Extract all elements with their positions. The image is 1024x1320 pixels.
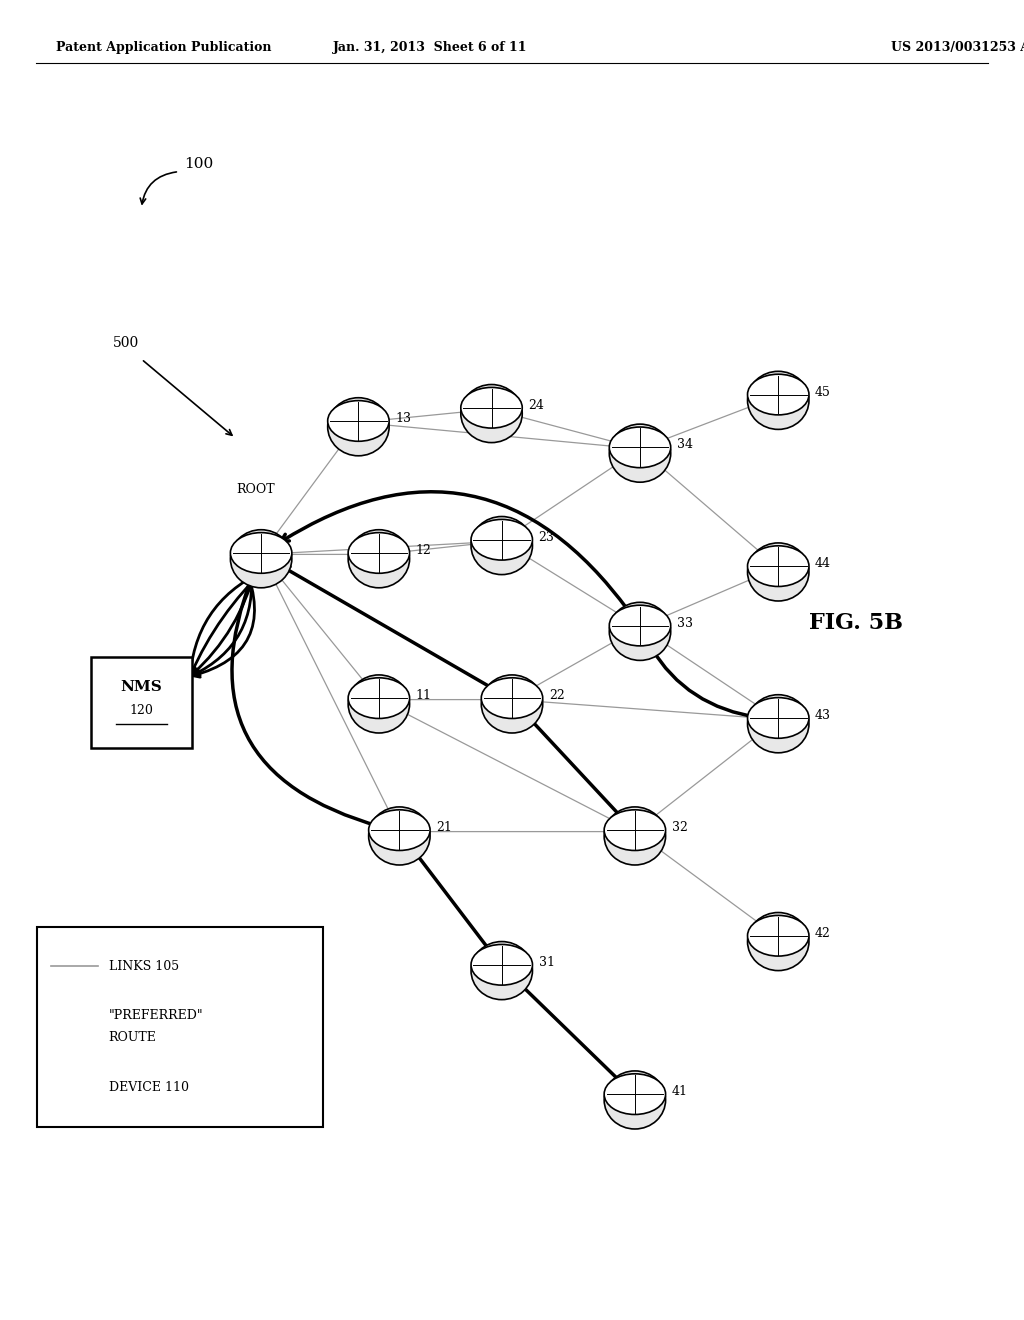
Ellipse shape xyxy=(328,397,389,455)
Text: 120: 120 xyxy=(129,705,154,717)
FancyBboxPatch shape xyxy=(37,927,323,1127)
Ellipse shape xyxy=(604,1074,666,1114)
Ellipse shape xyxy=(609,602,671,660)
Ellipse shape xyxy=(748,694,809,752)
Text: 41: 41 xyxy=(672,1085,688,1098)
Text: 21: 21 xyxy=(436,821,453,834)
Ellipse shape xyxy=(748,375,809,414)
Ellipse shape xyxy=(609,428,671,467)
Text: US 2013/0031253 A1: US 2013/0031253 A1 xyxy=(891,41,1024,54)
Text: FIG. 5B: FIG. 5B xyxy=(809,612,903,634)
Ellipse shape xyxy=(748,543,809,601)
Ellipse shape xyxy=(748,916,809,956)
Text: 11: 11 xyxy=(416,689,432,702)
Ellipse shape xyxy=(328,401,389,441)
Ellipse shape xyxy=(369,807,430,865)
Text: NMS: NMS xyxy=(121,680,162,694)
Ellipse shape xyxy=(461,388,522,428)
Ellipse shape xyxy=(748,371,809,429)
Ellipse shape xyxy=(471,941,532,999)
Ellipse shape xyxy=(609,605,671,645)
Text: LINKS 105: LINKS 105 xyxy=(109,960,178,973)
Text: 23: 23 xyxy=(539,531,555,544)
Ellipse shape xyxy=(348,532,410,573)
Text: 12: 12 xyxy=(416,544,432,557)
Text: 500: 500 xyxy=(113,337,139,350)
Ellipse shape xyxy=(461,384,522,442)
Text: 31: 31 xyxy=(539,956,555,969)
Text: 42: 42 xyxy=(815,927,831,940)
Ellipse shape xyxy=(604,1071,666,1129)
Ellipse shape xyxy=(748,697,809,738)
Text: 22: 22 xyxy=(549,689,564,702)
Ellipse shape xyxy=(481,678,543,718)
Ellipse shape xyxy=(49,1068,100,1115)
Text: 44: 44 xyxy=(815,557,831,570)
Text: 100: 100 xyxy=(184,157,214,170)
Ellipse shape xyxy=(471,516,532,574)
Text: ROOT: ROOT xyxy=(237,483,275,496)
Text: 43: 43 xyxy=(815,709,831,722)
Ellipse shape xyxy=(471,945,532,985)
Ellipse shape xyxy=(748,546,809,586)
Text: ROUTE: ROUTE xyxy=(109,1031,157,1044)
Ellipse shape xyxy=(604,807,666,865)
Ellipse shape xyxy=(348,675,410,733)
Ellipse shape xyxy=(604,810,666,850)
Ellipse shape xyxy=(471,520,532,560)
Ellipse shape xyxy=(230,532,292,573)
Text: 24: 24 xyxy=(528,399,545,412)
Text: 13: 13 xyxy=(395,412,412,425)
Ellipse shape xyxy=(609,424,671,482)
Ellipse shape xyxy=(348,529,410,587)
Text: 45: 45 xyxy=(815,385,831,399)
Text: 33: 33 xyxy=(677,616,693,630)
Text: 32: 32 xyxy=(672,821,688,834)
Text: "PREFERRED": "PREFERRED" xyxy=(109,1008,203,1022)
Ellipse shape xyxy=(748,912,809,970)
Text: Patent Application Publication: Patent Application Publication xyxy=(56,41,271,54)
Ellipse shape xyxy=(230,529,292,587)
Text: DEVICE 110: DEVICE 110 xyxy=(109,1081,188,1094)
Text: 34: 34 xyxy=(677,438,693,451)
Ellipse shape xyxy=(348,678,410,718)
Ellipse shape xyxy=(481,675,543,733)
Text: Jan. 31, 2013  Sheet 6 of 11: Jan. 31, 2013 Sheet 6 of 11 xyxy=(333,41,527,54)
FancyBboxPatch shape xyxy=(91,657,193,747)
Ellipse shape xyxy=(49,1069,100,1104)
Ellipse shape xyxy=(369,810,430,850)
